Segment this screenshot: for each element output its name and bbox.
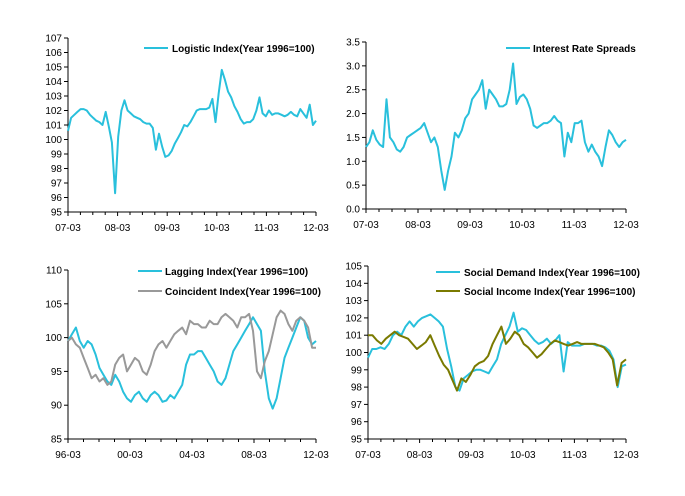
legend-label: Interest Rate Spreads: [533, 44, 636, 55]
y-tick-label: 100: [345, 348, 362, 359]
legend-label: Social Demand Index(Year 1996=100): [464, 268, 640, 279]
y-tick-label: 100: [45, 333, 62, 344]
x-tick-label: 12-03: [303, 450, 329, 461]
y-tick-label: 104: [45, 77, 62, 88]
chart-3: 85 90 95 100 105 110 96-03 00-03 04-03 08-03 12-03…: [45, 266, 329, 462]
x-tick-label: 12-03: [613, 450, 639, 461]
y-tick-label: 106: [45, 48, 62, 59]
y-tick-label: 105: [345, 262, 362, 273]
series-line-2: [67, 309, 316, 386]
y-tick-label: 101: [45, 121, 62, 132]
chart-4: 95 96 97 98 99 100 101 102 103 104 105 07-03 08-03 09…: [345, 262, 640, 462]
x-tick-label: 11-03: [254, 223, 279, 234]
series-line-1: [67, 316, 317, 410]
y-tick-label: 104: [345, 279, 362, 290]
y-tick-label: 3.0: [346, 61, 360, 72]
y-tick-label: 1.0: [346, 157, 360, 168]
x-tick-label: 07-03: [353, 220, 379, 231]
y-tick-label: 97: [351, 400, 363, 411]
x-tick-label: 11-03: [562, 220, 587, 231]
legend-label: Social Income Index(Year 1996=100): [464, 287, 635, 298]
series-line-1: [365, 62, 627, 191]
y-tick-label: 95: [51, 367, 63, 378]
x-tick-label: 11-03: [562, 450, 587, 461]
x-tick-label: 12-03: [303, 223, 329, 234]
x-tick-label: 08-03: [241, 450, 267, 461]
y-tick-label: 90: [51, 401, 63, 412]
y-tick-label: 101: [345, 331, 362, 342]
x-tick-label: 07-03: [355, 450, 381, 461]
x-tick-label: 09-03: [457, 220, 483, 231]
y-tick-label: 103: [345, 296, 362, 307]
y-tick-label: 98: [51, 164, 63, 175]
y-tick-label: 1.5: [346, 133, 360, 144]
x-tick-label: 10-03: [204, 223, 230, 234]
y-tick-label: 105: [45, 299, 62, 310]
x-tick-label: 07-03: [55, 223, 81, 234]
y-tick-label: 99: [51, 150, 63, 161]
x-tick-label: 00-03: [117, 450, 143, 461]
y-tick-label: 2.5: [346, 85, 360, 96]
y-tick-label: 105: [45, 63, 62, 74]
y-tick-label: 95: [51, 208, 63, 219]
y-tick-label: 96: [51, 193, 63, 204]
x-tick-label: 10-03: [510, 450, 536, 461]
x-tick-label: 08-03: [405, 220, 431, 231]
chart-2: 0.0 0.5 1.0 1.5 2.0 2.5 3.0 3.5 07-03 08-03 09-03 1…: [346, 38, 639, 232]
y-tick-label: 102: [45, 106, 62, 117]
series-line-1: [367, 311, 627, 392]
y-tick-label: 110: [46, 266, 62, 277]
legend-label: Logistic Index(Year 1996=100): [172, 44, 315, 55]
legend-label: Lagging Index(Year 1996=100): [165, 267, 308, 278]
y-tick-label: 0.5: [346, 181, 360, 192]
series-line-2: [368, 325, 627, 392]
y-tick-label: 0.0: [346, 205, 360, 216]
x-tick-label: 09-03: [154, 223, 180, 234]
x-tick-label: 04-03: [179, 450, 205, 461]
chart-1: 95 96 97 98 99 100 101 102 103 104 105 106 107 07-03 0…: [45, 34, 329, 235]
y-tick-label: 99: [351, 365, 363, 376]
y-tick-label: 2.0: [346, 109, 360, 120]
x-tick-label: 08-03: [407, 450, 433, 461]
y-tick-label: 95: [351, 435, 363, 446]
x-tick-label: 12-03: [613, 220, 639, 231]
y-tick-label: 107: [45, 34, 62, 45]
y-tick-label: 85: [51, 435, 63, 446]
y-tick-label: 96: [351, 417, 363, 428]
y-tick-label: 103: [45, 92, 62, 103]
x-tick-label: 09-03: [458, 450, 484, 461]
y-tick-label: 97: [51, 179, 63, 190]
y-tick-label: 102: [345, 313, 362, 324]
x-tick-label: 08-03: [105, 223, 131, 234]
x-tick-label: 96-03: [55, 450, 81, 461]
y-tick-label: 3.5: [346, 38, 360, 49]
legend-label: Coincident Index(Year 1996=100): [165, 287, 321, 298]
y-tick-label: 98: [351, 383, 363, 394]
x-tick-label: 10-03: [509, 220, 535, 231]
y-tick-label: 100: [45, 135, 62, 146]
series-line-1: [67, 68, 317, 195]
